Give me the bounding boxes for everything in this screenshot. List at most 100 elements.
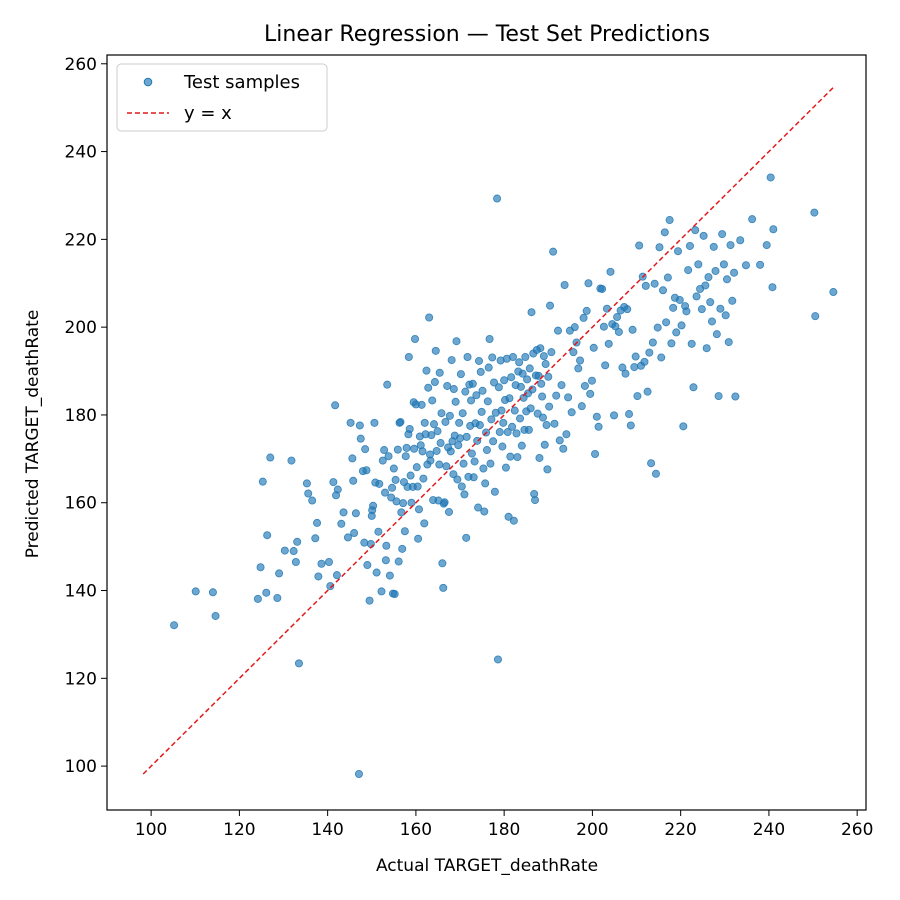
data-point [635, 241, 644, 250]
data-point [602, 304, 611, 313]
x-tick-label: 220 [664, 820, 696, 840]
data-point [381, 556, 390, 565]
data-point [546, 301, 555, 310]
y-tick-label: 140 [65, 582, 97, 602]
data-point [505, 394, 514, 403]
data-point [736, 236, 745, 245]
data-point [291, 557, 300, 566]
data-point [470, 457, 479, 466]
data-point [665, 216, 674, 225]
data-point [631, 352, 640, 361]
data-point [545, 402, 554, 411]
data-point [768, 283, 777, 292]
data-point [570, 323, 579, 332]
data-point [456, 370, 465, 379]
data-point [728, 296, 737, 305]
data-point [692, 292, 701, 301]
data-point [348, 454, 357, 463]
data-point [553, 326, 562, 335]
data-point [663, 273, 672, 282]
data-point [611, 322, 620, 331]
data-point [388, 483, 397, 492]
data-point [598, 284, 607, 293]
data-point [442, 462, 451, 471]
data-point [579, 313, 588, 322]
data-point [756, 260, 765, 269]
data-point [407, 498, 416, 507]
data-point [308, 496, 317, 505]
data-point [550, 419, 559, 428]
data-point [701, 281, 710, 290]
y-tick-label: 100 [65, 757, 97, 777]
data-point [369, 501, 378, 510]
data-point [343, 533, 352, 542]
data-point [694, 260, 703, 269]
data-point [483, 397, 492, 406]
data-point [475, 421, 484, 430]
data-point [537, 379, 546, 388]
data-point [461, 387, 470, 396]
data-point [562, 430, 571, 439]
data-point [446, 447, 455, 456]
data-point [468, 379, 477, 388]
data-point [350, 529, 359, 538]
data-point [313, 518, 322, 527]
data-point [287, 456, 296, 465]
y-axis-label: Predicted TARGET_deathRate [23, 310, 43, 559]
data-point [294, 659, 303, 668]
data-point [518, 369, 527, 378]
data-point [326, 582, 335, 591]
data-point [527, 308, 536, 317]
data-point [766, 173, 775, 182]
data-point [449, 470, 458, 479]
data-point [293, 537, 302, 546]
data-point [375, 479, 384, 488]
data-point [457, 482, 466, 491]
data-point [420, 519, 429, 528]
data-point [555, 436, 564, 445]
data-point [392, 497, 401, 506]
data-point [489, 437, 498, 446]
data-point [523, 375, 532, 384]
data-point [393, 445, 402, 454]
data-point [647, 459, 656, 468]
data-point [433, 427, 442, 436]
data-point [469, 473, 478, 482]
x-axis-ticks: 100 120 140 160 180 200 220 240 260 [135, 810, 873, 840]
data-point [594, 422, 603, 431]
legend-label-test-samples: Test samples [183, 72, 300, 93]
data-point [500, 376, 509, 385]
x-tick-label: 100 [135, 820, 167, 840]
data-point [557, 381, 566, 390]
data-point [452, 337, 461, 346]
data-point [535, 453, 544, 462]
data-point [810, 208, 819, 217]
data-point [560, 281, 569, 290]
data-point [684, 266, 693, 275]
data-point [439, 583, 448, 592]
identity-line [142, 86, 834, 775]
data-point [170, 621, 179, 630]
data-point [435, 460, 444, 469]
data-point [506, 452, 515, 461]
data-point [453, 475, 462, 484]
data-point [651, 469, 660, 478]
data-point [382, 541, 391, 550]
data-point [497, 406, 506, 415]
data-point [586, 389, 595, 398]
data-point [516, 414, 525, 423]
data-point [346, 418, 355, 427]
data-point [356, 434, 365, 443]
data-point [748, 215, 757, 224]
data-point [490, 487, 499, 496]
data-point [391, 475, 400, 484]
data-point [672, 328, 681, 337]
data-point [613, 313, 622, 322]
data-point [643, 387, 652, 396]
data-point [706, 298, 715, 307]
data-point [419, 474, 428, 483]
y-tick-label: 260 [65, 55, 97, 75]
data-point [253, 594, 262, 603]
data-point [351, 509, 360, 518]
data-layer [142, 86, 838, 779]
